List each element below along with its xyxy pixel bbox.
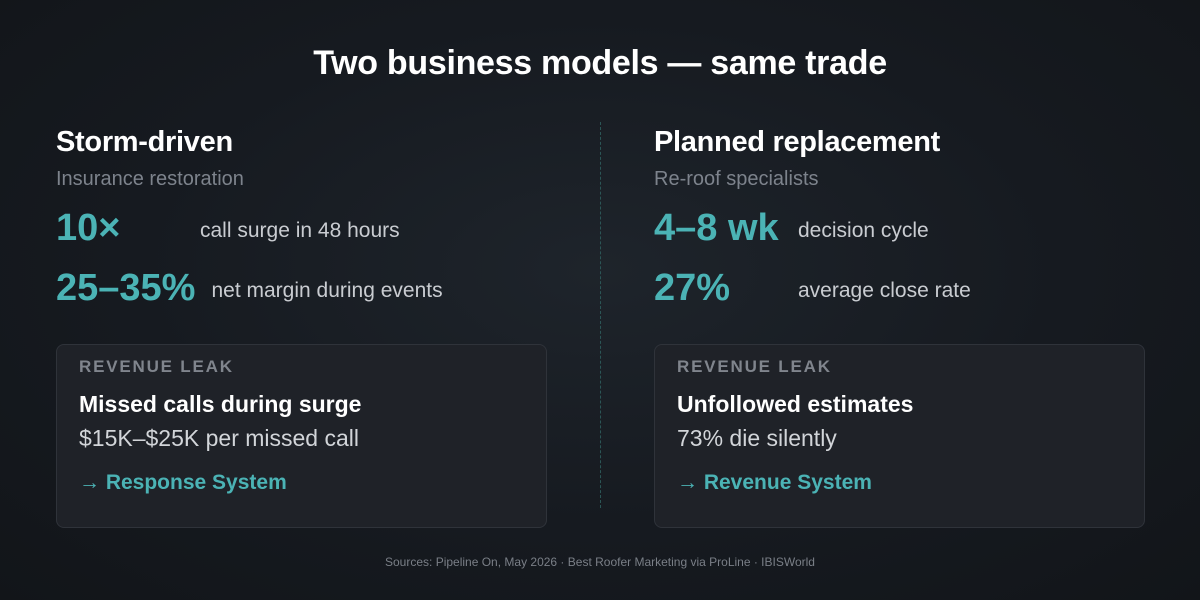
leak-detail: 73% die silently xyxy=(677,425,837,451)
stat-value: 4–8 wk xyxy=(654,206,779,249)
sources: Sources: Pipeline On, May 2026 · Best Ro… xyxy=(385,555,815,569)
column: Planned replacement Re-roof specialists … xyxy=(654,126,1145,528)
stat-value: 27% xyxy=(654,266,731,309)
stat-label: average close rate xyxy=(798,279,971,302)
leak-detail: $15K–$25K per missed call xyxy=(79,425,359,451)
link[interactable]: → Response System xyxy=(79,471,287,494)
kicker: REVENUE LEAK xyxy=(79,357,234,376)
heading: Planned replacement xyxy=(654,126,941,158)
stat: 10× call surge in 48 hours xyxy=(56,198,546,258)
subheading: Insurance restoration xyxy=(56,168,244,190)
stat: 25–35% net margin during events xyxy=(56,258,546,318)
title: Two business models — same trade xyxy=(313,44,887,82)
stat-value: 10× xyxy=(56,206,121,249)
leak-title: Unfollowed estimates xyxy=(677,391,914,417)
leak-card: REVENUE LEAK Missed calls during surge $… xyxy=(56,344,547,528)
leak-title: Missed calls during surge xyxy=(79,391,362,417)
leak-card: REVENUE LEAK Unfollowed estimates 73% di… xyxy=(654,344,1145,528)
stat-label: call surge in 48 hours xyxy=(200,219,400,242)
divider xyxy=(600,122,601,508)
column: Storm-driven Insurance restoration 10× ca… xyxy=(56,126,547,528)
link[interactable]: → Revenue System xyxy=(677,471,872,494)
stat-label: net margin during events xyxy=(211,279,443,302)
stat: 27% average close rate xyxy=(654,258,1144,318)
stat: 4–8 wk decision cycle xyxy=(654,198,1144,258)
heading: Storm-driven xyxy=(56,126,233,158)
kicker: REVENUE LEAK xyxy=(677,357,832,376)
stat-label: decision cycle xyxy=(798,219,929,242)
stat-value: 25–35% xyxy=(56,266,196,309)
subheading: Re-roof specialists xyxy=(654,168,819,190)
